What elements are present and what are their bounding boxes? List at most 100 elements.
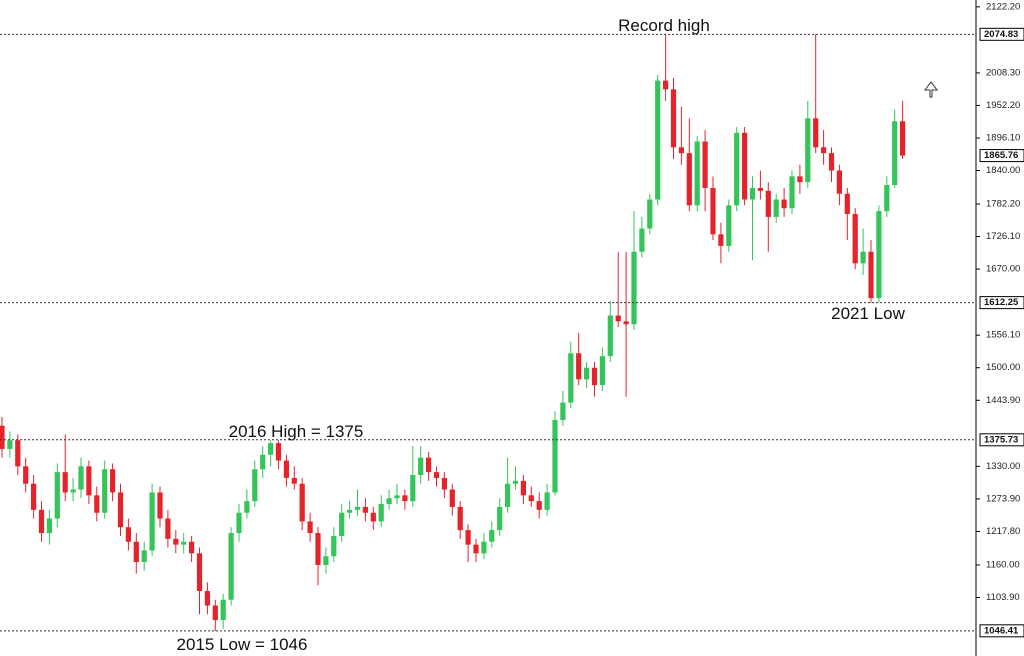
candle-body xyxy=(552,419,558,493)
candle-body xyxy=(46,518,52,534)
candle-body xyxy=(520,480,526,496)
y-tick-label: 1726.10 xyxy=(986,231,1020,242)
candle-body xyxy=(117,492,124,528)
candle-body xyxy=(781,199,787,209)
candle-body xyxy=(694,141,700,206)
y-tick-label: 1840.00 xyxy=(986,165,1020,176)
candle-body xyxy=(252,469,258,502)
level-box xyxy=(979,433,1024,447)
candle-body xyxy=(623,321,629,325)
candle-body xyxy=(275,443,282,461)
arrow-icon xyxy=(924,81,938,98)
candle-body xyxy=(505,483,511,507)
annotation: Record high xyxy=(618,16,710,35)
candle-body xyxy=(110,469,116,493)
candle-body xyxy=(765,190,771,217)
y-tick-label: 1556.10 xyxy=(986,330,1020,341)
candle-body xyxy=(568,353,574,403)
candle-body xyxy=(576,353,582,380)
candle-body xyxy=(196,553,203,592)
candle-body xyxy=(710,187,716,235)
y-tick-label: 2008.30 xyxy=(986,67,1020,78)
candle-body xyxy=(331,535,337,557)
y-tick-label: 1273.90 xyxy=(986,493,1020,504)
candle-body xyxy=(410,475,416,502)
candle-body xyxy=(813,118,819,148)
candle-body xyxy=(560,402,566,420)
y-tick-label: 1330.00 xyxy=(986,461,1020,472)
candle-body xyxy=(433,472,440,478)
y-tick-label: 1103.90 xyxy=(986,592,1020,603)
candle-body xyxy=(821,147,827,154)
candle-body xyxy=(544,492,550,510)
level-box xyxy=(979,296,1024,310)
candle-body xyxy=(418,457,424,476)
candle-body xyxy=(23,466,29,484)
y-tick-label: 1443.90 xyxy=(986,395,1020,406)
candle-body xyxy=(236,512,242,534)
candle-body xyxy=(426,457,432,473)
candle-body xyxy=(805,118,811,183)
candle-body xyxy=(591,367,598,386)
annotation: 2021 Low xyxy=(831,304,905,323)
candle-body xyxy=(489,530,495,542)
candle-body xyxy=(181,541,187,545)
candle-body xyxy=(900,121,906,156)
candle-body xyxy=(441,477,447,490)
candle-body xyxy=(742,132,748,200)
candle-body xyxy=(125,527,131,542)
candle-body xyxy=(268,443,274,455)
candle-body xyxy=(260,454,266,470)
candle-body xyxy=(291,477,297,484)
candle-body xyxy=(323,556,329,565)
candle-body xyxy=(757,187,763,191)
candle-body xyxy=(734,132,740,206)
candle-body xyxy=(481,541,487,554)
candle-body xyxy=(347,509,353,513)
candle-body xyxy=(599,356,605,386)
candle-body xyxy=(62,472,68,493)
candle-body xyxy=(7,440,13,449)
candle-body xyxy=(876,211,882,299)
candle-body xyxy=(394,495,400,499)
candle-body xyxy=(299,483,305,522)
y-tick-label: 2122.20 xyxy=(986,1,1020,12)
candle-body xyxy=(141,550,147,563)
y-tick-label: 1670.00 xyxy=(986,264,1020,275)
candle-body xyxy=(94,495,100,513)
candle-body xyxy=(702,141,708,188)
candle-body xyxy=(663,80,669,90)
candle-body xyxy=(38,509,45,534)
candle-body xyxy=(655,80,661,200)
candle-body xyxy=(686,153,692,206)
level-label: 1375.73 xyxy=(984,434,1018,445)
candle-body xyxy=(402,495,408,502)
candle-body xyxy=(512,480,519,484)
candle-body xyxy=(149,492,155,551)
candle-body xyxy=(354,506,361,510)
candle-body xyxy=(465,530,471,545)
candle-body xyxy=(836,170,842,194)
candle-body xyxy=(31,483,37,510)
candle-body xyxy=(749,187,756,200)
y-tick-label: 1217.80 xyxy=(986,526,1020,537)
y-tick-label: 1160.00 xyxy=(986,559,1020,570)
y-tick-label: 1952.20 xyxy=(986,100,1020,111)
candle-body xyxy=(339,512,345,536)
candle-body xyxy=(133,541,139,563)
candle-body xyxy=(860,251,866,264)
y-tick-label: 1896.10 xyxy=(986,133,1020,144)
candle-body xyxy=(647,199,653,229)
candle-body xyxy=(204,591,210,606)
candle-body xyxy=(157,492,163,519)
candle-body xyxy=(789,176,795,209)
candle-body xyxy=(884,185,890,212)
level-box xyxy=(979,27,1024,41)
candle-body xyxy=(797,176,803,183)
candle-body xyxy=(362,506,368,513)
candle-body xyxy=(473,544,479,554)
candle-body xyxy=(220,599,226,621)
candle-body xyxy=(528,495,534,502)
